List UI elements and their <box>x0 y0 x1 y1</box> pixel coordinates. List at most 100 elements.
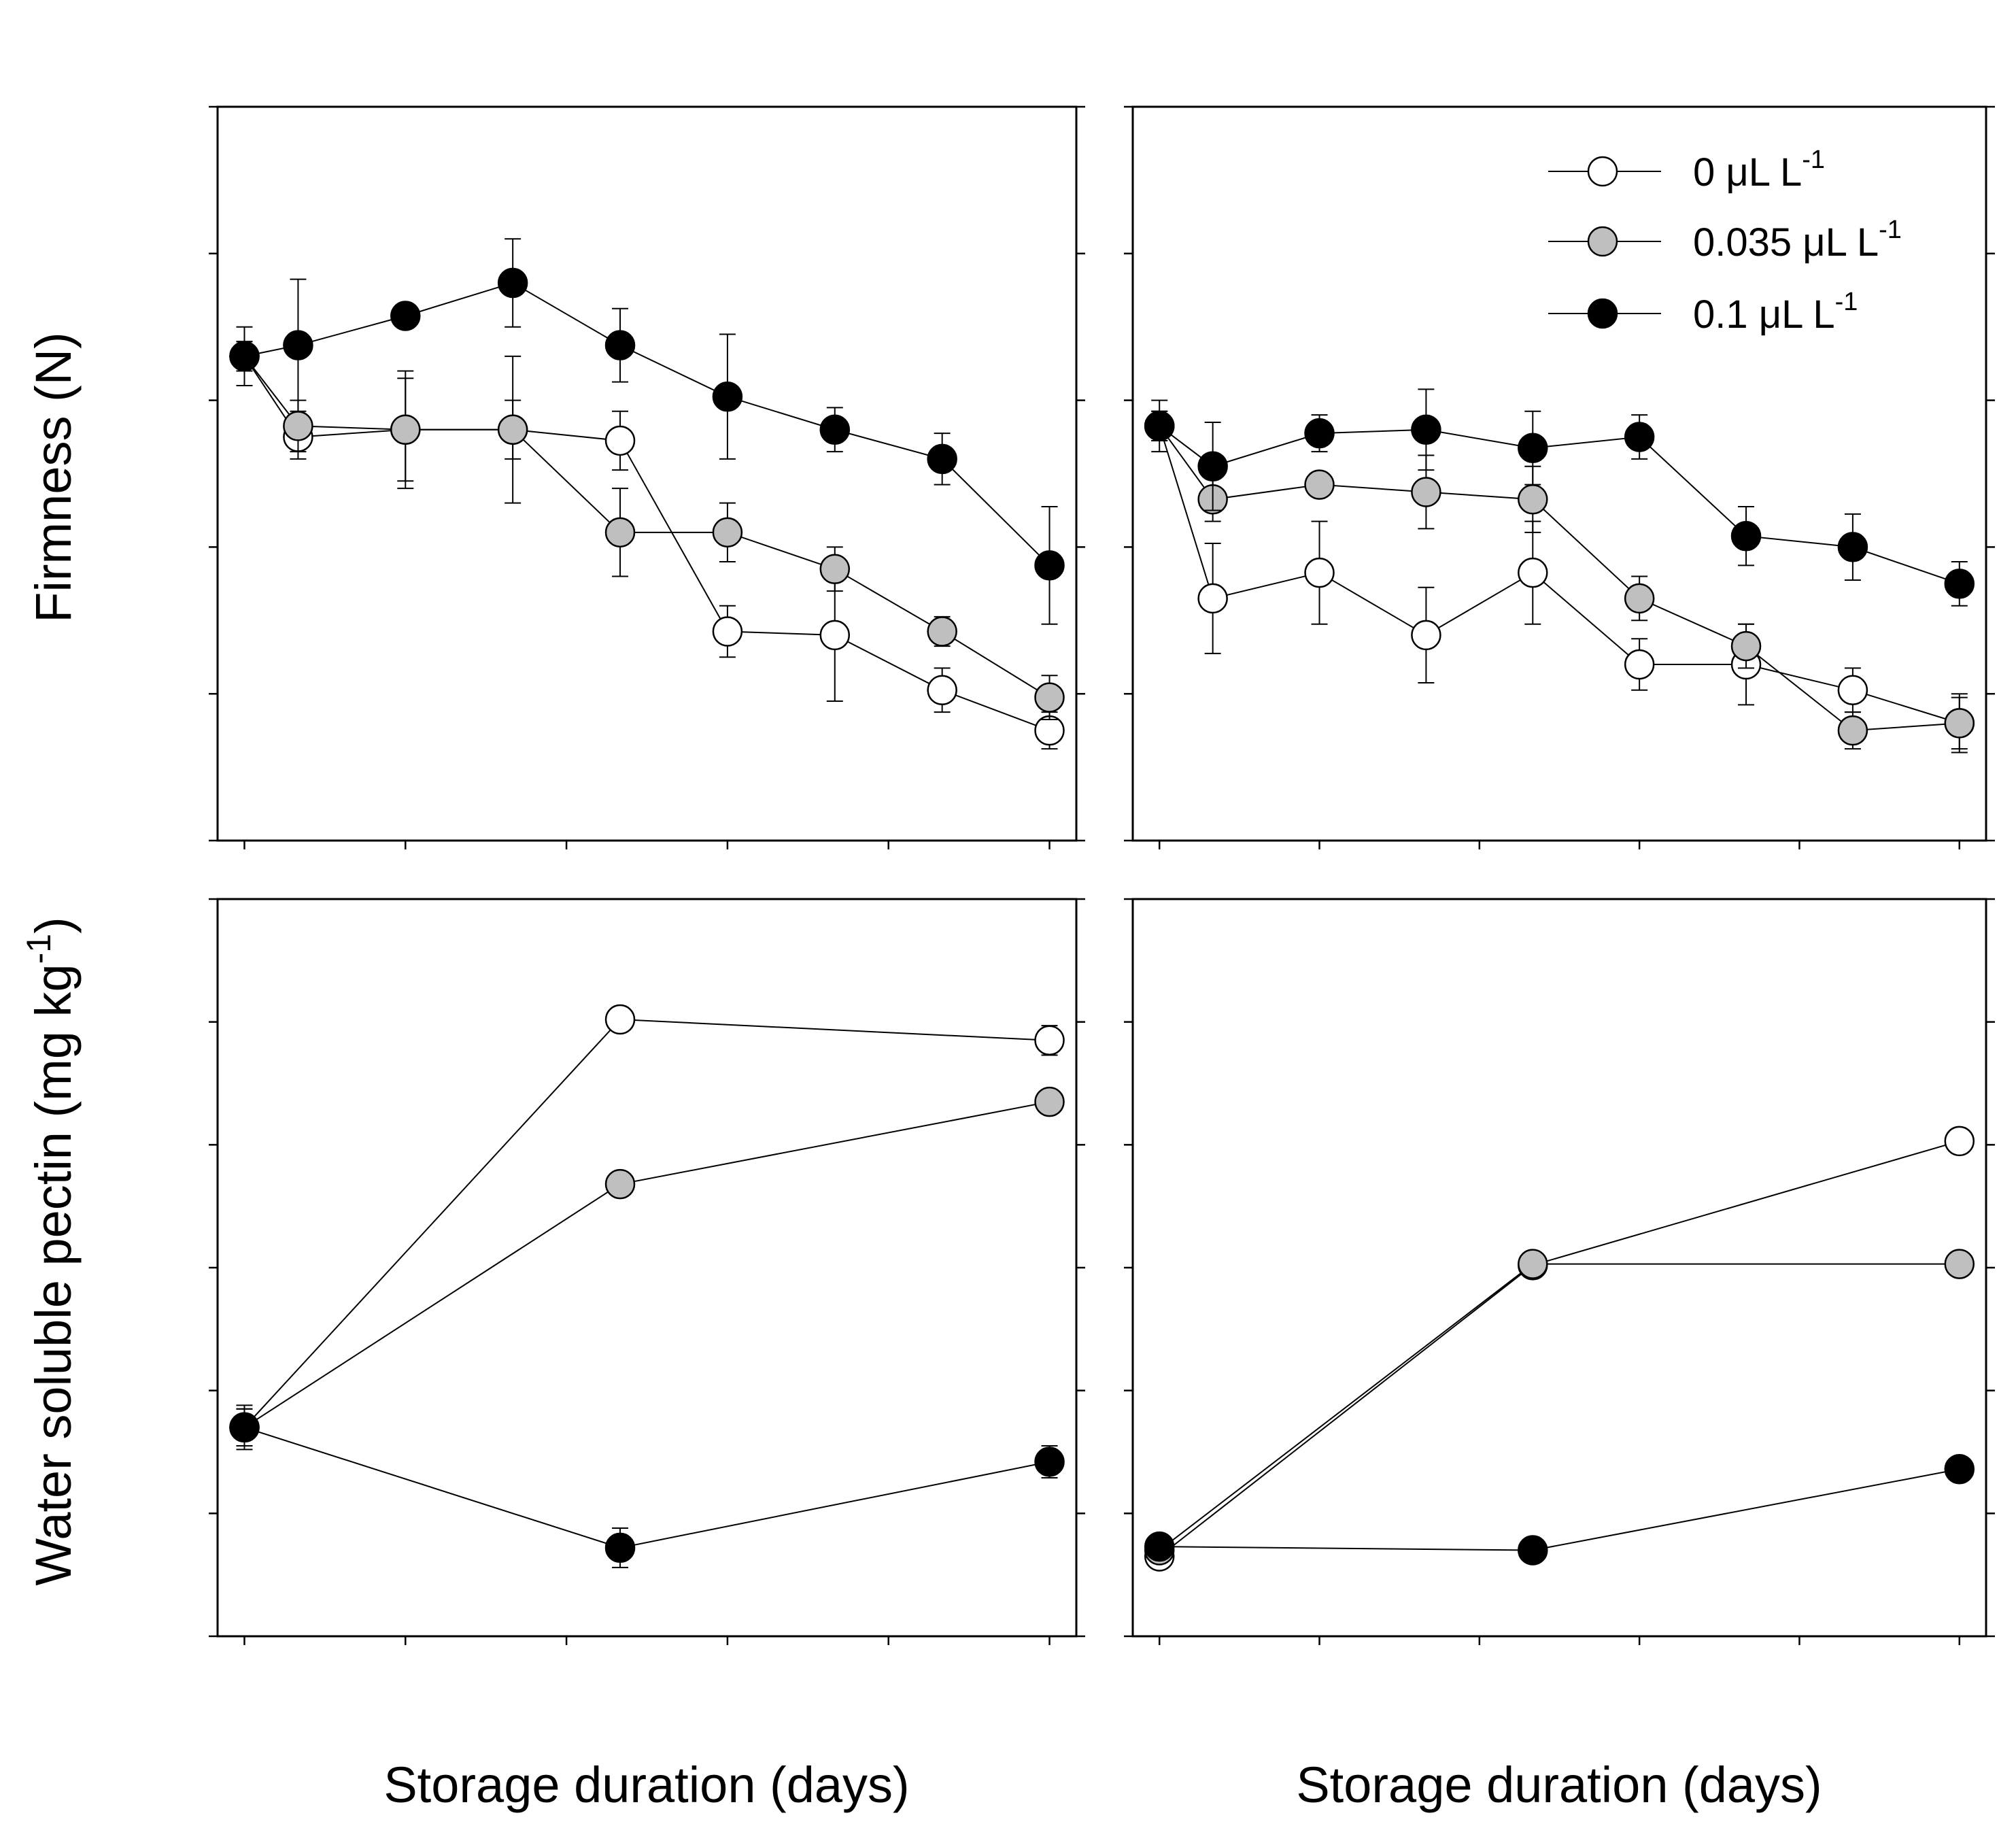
legend-marker <box>1587 156 1618 187</box>
data-point <box>1411 620 1441 651</box>
data-point <box>1518 557 1548 588</box>
data-point <box>1197 583 1228 614</box>
data-point <box>1837 675 1868 706</box>
y-axis-title-pectin-sup: -1 <box>20 934 58 964</box>
panel-red-firmness <box>1124 105 1995 849</box>
data-point <box>1144 1531 1175 1562</box>
data-point <box>1034 1025 1065 1056</box>
legend: 0 μL L-10.035 μL L-10.1 μL L-1 <box>1548 146 1902 337</box>
y-axis-title-pectin-main: Water soluble pectin (mg kg <box>25 964 82 1585</box>
series-line <box>244 1426 1050 1549</box>
data-point <box>1518 484 1548 515</box>
y-axis-title-pectin-close: ) <box>25 917 82 934</box>
data-point <box>819 554 851 585</box>
series-1 <box>229 341 1065 720</box>
series-line <box>1159 426 1960 724</box>
data-point <box>1944 1126 1975 1157</box>
legend-label: 0 μL L-1 <box>1693 146 1825 195</box>
data-point <box>1837 532 1868 562</box>
legend-label-text: 0 μL L <box>1693 150 1802 195</box>
data-point <box>604 1532 636 1563</box>
data-point <box>1034 682 1065 713</box>
data-point <box>1624 583 1655 614</box>
series-0 <box>229 1004 1065 1447</box>
data-point <box>819 414 851 445</box>
series-line <box>1159 425 1960 585</box>
panel-pink-pectin <box>209 898 1085 1645</box>
panel-pink-firmness <box>209 105 1085 849</box>
series-line <box>1159 1263 1960 1551</box>
data-point <box>229 1412 260 1443</box>
data-point <box>1944 569 1975 599</box>
x-axis-title-red: Storage duration (days) <box>1296 1757 1822 1813</box>
series-1 <box>229 1086 1065 1447</box>
series-0 <box>1144 1126 1975 1572</box>
series-2 <box>229 238 1065 625</box>
x-axis-title-pink: Storage duration (days) <box>383 1757 909 1813</box>
data-point <box>1518 433 1548 463</box>
legend-label-sup: -1 <box>1879 216 1902 244</box>
data-point <box>283 411 313 441</box>
series-1 <box>1144 1249 1975 1566</box>
legend-marker <box>1587 298 1618 329</box>
legend-label-sup: -1 <box>1802 146 1825 174</box>
data-point <box>712 616 743 647</box>
legend-label-text: 0.1 μL L <box>1693 292 1835 337</box>
data-point <box>604 1004 636 1035</box>
data-point <box>1944 708 1975 739</box>
series-2 <box>1144 1454 1975 1566</box>
plot-frame <box>1131 105 1987 842</box>
y-axis-title-pectin: Water soluble pectin (mg kg-1) <box>20 917 82 1586</box>
series-line <box>243 356 1050 698</box>
data-point <box>819 620 851 651</box>
series-line <box>244 282 1050 567</box>
data-point <box>1034 1086 1065 1117</box>
legend-label: 0.1 μL L-1 <box>1693 288 1858 337</box>
data-point <box>1304 557 1335 588</box>
data-point <box>1730 630 1762 662</box>
series-line <box>243 1019 1050 1428</box>
data-point <box>1944 1249 1975 1279</box>
data-point <box>604 330 636 360</box>
data-point <box>604 1168 636 1200</box>
data-point <box>1518 1249 1548 1279</box>
series-2 <box>229 1404 1065 1568</box>
data-point <box>1624 422 1655 452</box>
data-point <box>1624 649 1655 680</box>
series-2 <box>1144 388 1975 607</box>
data-point <box>1304 418 1335 449</box>
data-point <box>1944 1454 1975 1485</box>
panel-red-pectin <box>1124 898 1995 1645</box>
data-point <box>712 381 743 412</box>
data-point <box>1518 1535 1548 1566</box>
series-line <box>243 356 1050 732</box>
series-line <box>1159 1468 1960 1551</box>
plot-frame <box>216 898 1078 1638</box>
series-0 <box>229 341 1065 750</box>
data-point <box>604 425 636 456</box>
data-point <box>604 517 636 548</box>
legend-label-text: 0.035 μL L <box>1693 220 1879 265</box>
data-point <box>1730 520 1762 552</box>
plot-frame <box>216 105 1078 842</box>
y-axis-title-firmness: Firmness (N) <box>25 332 82 623</box>
data-point <box>229 341 260 372</box>
legend-marker <box>1587 226 1618 257</box>
legend-label: 0.035 μL L-1 <box>1693 216 1902 265</box>
data-point <box>390 301 421 331</box>
data-point <box>283 330 313 360</box>
legend-label-sup: -1 <box>1835 288 1858 316</box>
data-point <box>927 616 957 647</box>
data-point <box>712 517 743 548</box>
data-point <box>1411 414 1441 445</box>
plot-frame <box>1131 898 1987 1638</box>
data-point <box>390 414 421 445</box>
data-point <box>1144 411 1175 441</box>
data-point <box>1304 469 1335 500</box>
data-point <box>1034 550 1065 581</box>
data-point <box>1197 451 1228 481</box>
data-point <box>1034 715 1065 746</box>
data-point <box>1034 1447 1065 1477</box>
data-point <box>497 267 528 299</box>
